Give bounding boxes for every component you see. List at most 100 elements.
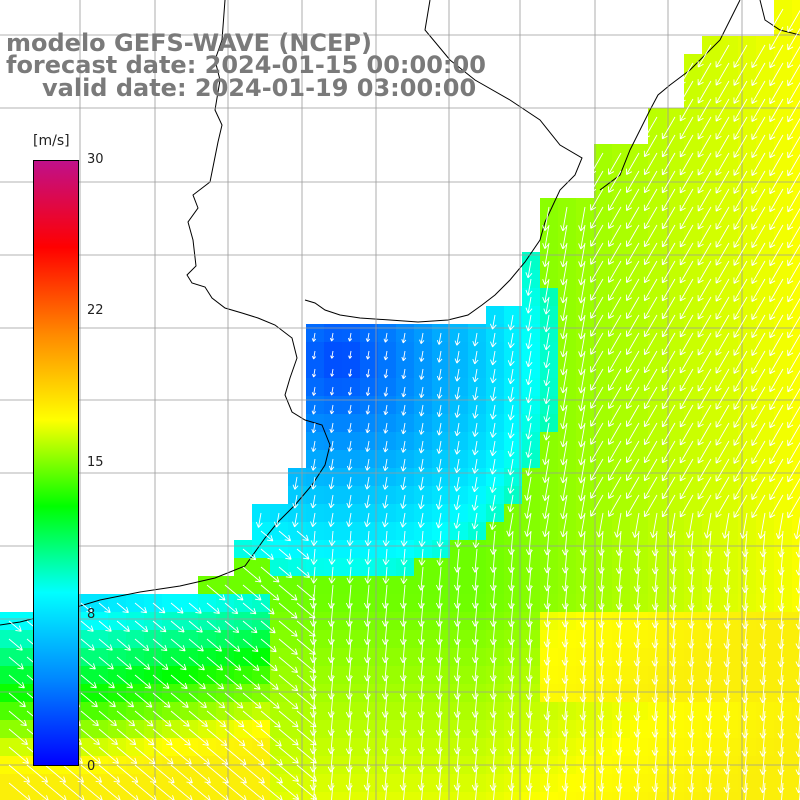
wind-arrow xyxy=(643,332,658,356)
wind-arrow xyxy=(733,134,748,158)
wind-arrow xyxy=(471,476,479,493)
wind-arrow xyxy=(733,350,748,374)
wind-arrow xyxy=(601,782,604,800)
wind-arrow xyxy=(116,656,133,670)
wind-arrow xyxy=(242,602,257,615)
field-cell xyxy=(504,792,523,800)
wind-arrow xyxy=(787,207,800,231)
wind-arrow xyxy=(206,602,220,614)
wind-arrow xyxy=(329,440,335,452)
wind-arrow xyxy=(542,458,550,484)
wind-arrow xyxy=(329,332,335,342)
wind-arrow xyxy=(643,134,658,158)
wind-arrow xyxy=(715,152,730,176)
field-cell xyxy=(108,792,127,800)
wind-arrow xyxy=(170,692,189,708)
wind-arrow xyxy=(661,458,676,482)
wind-arrow xyxy=(751,170,766,194)
wind-arrow xyxy=(769,386,784,411)
wind-arrow xyxy=(436,422,443,436)
wind-arrow xyxy=(80,692,98,708)
field-cell xyxy=(792,702,800,721)
wind-arrow xyxy=(715,296,730,320)
field-cell xyxy=(792,342,800,361)
wind-arrow xyxy=(673,782,676,800)
wind-arrow xyxy=(292,476,299,490)
wind-arrow xyxy=(382,458,389,472)
wind-arrow xyxy=(787,45,800,69)
wind-arrow xyxy=(769,170,784,195)
wind-arrow xyxy=(697,494,712,518)
wind-arrow xyxy=(590,332,604,355)
wind-arrow xyxy=(751,404,766,428)
wind-arrow xyxy=(80,656,96,670)
wind-arrow xyxy=(733,224,748,248)
wind-arrow xyxy=(715,62,730,86)
wind-arrow xyxy=(715,386,730,410)
wind-arrow xyxy=(400,530,408,547)
wind-arrow xyxy=(134,782,157,800)
wind-arrow xyxy=(608,458,622,481)
wind-arrow xyxy=(471,512,479,530)
wind-arrow xyxy=(643,278,658,302)
wind-arrow xyxy=(668,512,676,539)
wind-arrow xyxy=(733,368,748,392)
wind-arrow xyxy=(608,296,622,319)
wind-arrow xyxy=(781,782,784,800)
wind-arrow xyxy=(435,494,443,510)
wind-arrow xyxy=(507,350,515,367)
wind-arrow xyxy=(751,350,766,374)
wind-arrow xyxy=(401,404,407,416)
wind-arrow xyxy=(751,314,766,338)
wind-arrow xyxy=(383,440,389,453)
wind-arrow xyxy=(697,242,712,266)
wind-arrow xyxy=(679,134,694,158)
wind-arrow xyxy=(578,296,586,322)
wind-arrow xyxy=(454,350,461,364)
wind-arrow xyxy=(697,80,712,104)
wind-arrow xyxy=(590,260,604,283)
wind-arrow xyxy=(751,422,766,446)
model-title: modelo GEFS-WAVE (NCEP) xyxy=(6,29,372,57)
colorbar-tick-0: 0 xyxy=(87,759,96,774)
wind-arrow xyxy=(525,386,533,404)
wind-arrow xyxy=(524,512,532,537)
wind-arrow xyxy=(329,404,335,415)
wind-arrow xyxy=(400,458,407,472)
wind-arrow xyxy=(8,764,31,783)
wind-arrow xyxy=(697,278,712,302)
wind-arrow xyxy=(590,152,604,175)
wind-arrow xyxy=(419,404,425,417)
wind-arrow xyxy=(296,566,311,579)
wind-arrow xyxy=(260,728,282,747)
wind-arrow xyxy=(715,188,730,212)
wind-arrow xyxy=(733,260,748,284)
wind-arrow xyxy=(206,674,225,690)
wind-arrow xyxy=(787,351,800,375)
wind-arrow xyxy=(367,782,370,800)
wind-arrow xyxy=(590,242,604,265)
field-cell xyxy=(18,792,37,800)
wind-arrow xyxy=(679,494,694,518)
field-cell xyxy=(702,792,721,800)
wind-arrow xyxy=(331,782,334,800)
wind-arrow xyxy=(403,782,406,800)
wind-arrow xyxy=(608,368,622,391)
wind-arrow xyxy=(454,404,461,418)
wind-arrow xyxy=(224,620,240,633)
wind-arrow xyxy=(787,423,800,447)
wind-arrow xyxy=(493,782,496,800)
wind-arrow xyxy=(382,548,390,565)
wind-arrow xyxy=(260,566,280,583)
wind-arrow xyxy=(296,530,309,542)
wind-arrow xyxy=(697,296,712,320)
wind-arrow xyxy=(715,80,730,104)
wind-arrow xyxy=(590,386,604,409)
wind-arrow xyxy=(224,746,247,766)
wind-arrow xyxy=(643,170,658,194)
wind-arrow xyxy=(525,296,533,314)
field-cell xyxy=(540,792,559,800)
colorbar-legend xyxy=(33,160,79,766)
wind-arrow xyxy=(472,386,479,401)
field-cell xyxy=(738,792,757,800)
